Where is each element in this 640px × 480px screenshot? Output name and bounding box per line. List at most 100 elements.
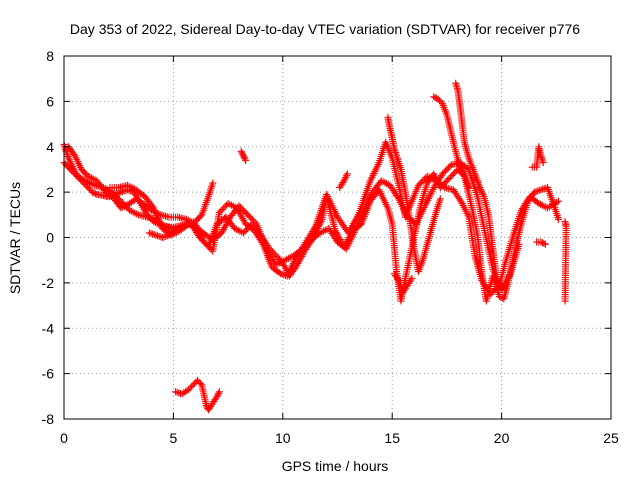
grid-layer [64,56,611,419]
y-axis-label: SDTVAR / TECUs [7,182,23,294]
data-point [318,228,326,236]
data-point [215,388,223,396]
data-point [539,159,547,167]
data-point [277,270,285,278]
data-point [434,95,442,103]
data-point [162,232,170,240]
data-point [239,150,247,158]
data-point [443,165,451,173]
chart-title: Day 353 of 2022, Sidereal Day-to-day VTE… [70,21,580,37]
data-point [238,213,246,221]
data-point [127,207,135,215]
data-point [394,275,402,283]
data-point [240,153,248,161]
data-point [280,271,288,279]
data-point [416,180,424,188]
data-point [444,164,452,172]
data-point [155,232,163,240]
data-point [239,229,247,237]
data-point [89,175,97,183]
data-point [84,184,92,192]
data-point [439,182,447,190]
data-point [500,282,508,290]
data-point [561,297,569,305]
series-track-4 [106,159,523,294]
data-point [316,229,324,237]
data-point [237,147,245,155]
data-point [149,230,157,238]
data-point [242,156,250,164]
data-point [186,221,194,229]
series-track-12 [528,143,547,171]
data-point [234,226,242,234]
data-point [377,177,385,185]
series-track-13 [533,238,549,248]
data-point [342,173,350,181]
data-point [381,179,389,187]
data-point [414,181,422,189]
data-point [335,215,343,223]
data-point [498,286,506,294]
data-point [218,229,226,237]
data-point [129,184,137,192]
series-track-8 [336,170,351,192]
data-point [430,93,438,101]
data-point [224,199,232,207]
data-point [196,379,204,387]
data-point [457,198,465,206]
data-point [298,245,306,253]
data-point [231,224,239,232]
data-point [86,173,94,181]
data-point [502,277,510,285]
data-point [86,185,94,193]
data-point [125,182,133,190]
data-point [501,280,509,288]
data-point [201,240,209,248]
y-tick-label: 0 [46,230,54,246]
series-track-7 [237,147,250,164]
data-point [222,220,230,228]
data-point [170,228,178,236]
y-tick-label: -2 [42,275,55,291]
data-point [336,217,344,225]
data-point [90,189,98,197]
data-point [185,386,193,394]
data-point [224,217,232,225]
data-point [200,238,208,246]
x-tick-label: 0 [60,430,68,446]
data-point [407,276,415,284]
data-point [91,190,99,198]
data-point [237,211,245,219]
data-point [408,274,416,282]
series-track-15 [390,270,416,296]
data-point [272,251,280,259]
data-point [221,202,229,210]
x-axis-label: GPS time / hours [282,458,389,474]
data-point [239,215,247,223]
data-point [236,209,244,217]
data-point [493,279,501,287]
data-point [188,222,196,230]
data-point [250,217,258,225]
data-point [73,172,81,180]
series-track-9 [384,113,444,276]
x-tick-label: 20 [494,430,510,446]
data-point [504,273,512,281]
y-tick-label: -6 [42,366,55,382]
data-point [67,159,75,167]
data-point [276,259,284,267]
data-point [428,175,436,183]
y-tick-label: -4 [42,320,55,336]
data-point [436,97,444,105]
data-point [540,202,548,210]
data-point [189,381,197,389]
data-point [538,239,546,247]
data-point [64,154,72,162]
data-point [343,172,351,180]
data-point [394,193,402,201]
data-point [220,204,228,212]
data-point [300,243,308,251]
data-point [117,204,125,212]
data-point [190,223,198,231]
